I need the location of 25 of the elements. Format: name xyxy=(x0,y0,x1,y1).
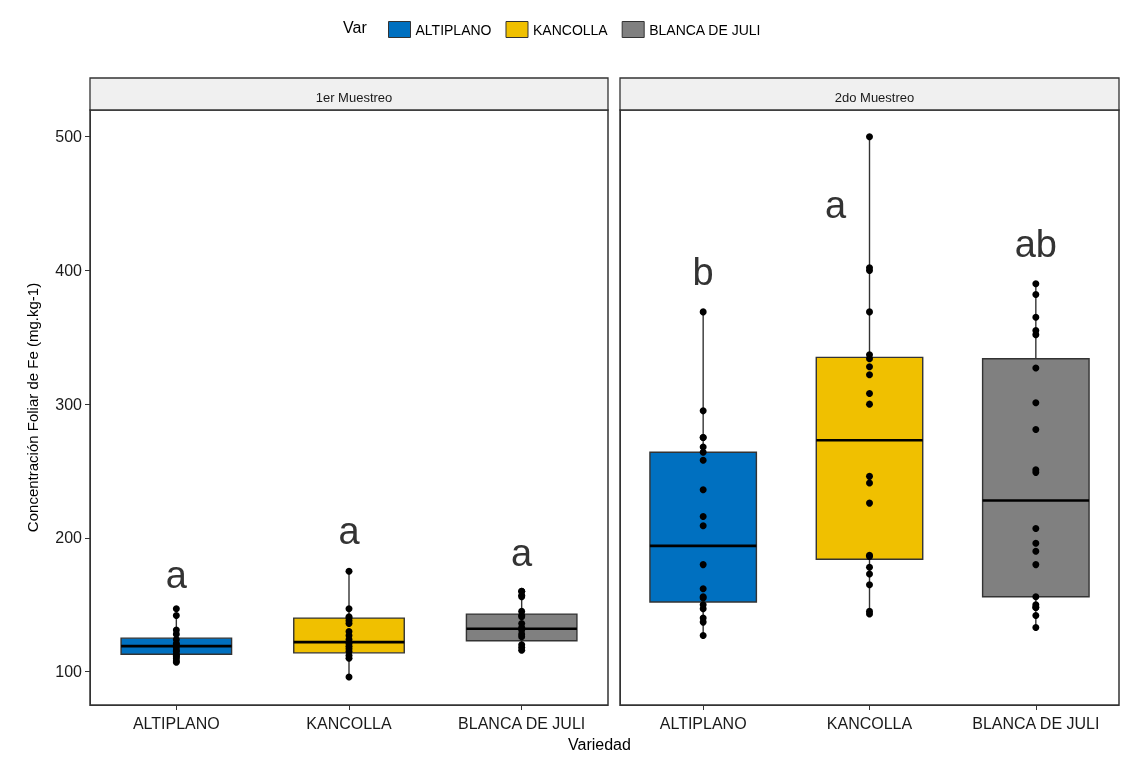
x-tick-label: ALTIPLANO xyxy=(659,714,747,732)
y-tick-label: 300 xyxy=(55,395,83,413)
chart-title: 1er Muestreo xyxy=(315,90,393,105)
x-axis-title: Variedad xyxy=(568,735,631,753)
x-tick-label: KANCOLLA xyxy=(826,714,913,732)
legend-title: Var xyxy=(343,18,368,36)
annotation: ab xyxy=(1014,222,1057,265)
annotation: a xyxy=(338,510,361,553)
y-tick-label: 400 xyxy=(55,261,83,279)
y-tick-label: 100 xyxy=(55,663,83,681)
annotation: a xyxy=(511,531,534,574)
annotation: a xyxy=(165,554,188,597)
y-axis-title: Concentración Foliar de Fe (mg.kg-1) xyxy=(24,282,41,533)
x-tick-label: BLANCA DE JULI xyxy=(458,714,586,732)
annotation: a xyxy=(824,184,847,226)
y-tick-label: 200 xyxy=(55,529,83,547)
y-tick-label: 500 xyxy=(55,128,83,146)
x-tick-label: BLANCA DE JULI xyxy=(972,714,1100,732)
annotation: b xyxy=(692,250,714,293)
legend-label: BLANCA DE JULI xyxy=(649,21,761,38)
x-tick-label: ALTIPLANO xyxy=(132,714,220,732)
legend-label: KANCOLLA xyxy=(532,21,609,38)
x-tick-label: KANCOLLA xyxy=(306,714,393,732)
chart-title: 2do Muestreo xyxy=(834,90,915,105)
legend-label: ALTIPLANO xyxy=(415,21,492,38)
